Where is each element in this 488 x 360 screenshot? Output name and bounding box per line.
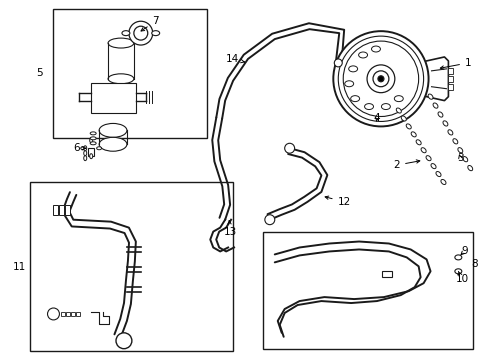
Ellipse shape (454, 269, 461, 274)
Text: 14: 14 (225, 54, 244, 64)
Text: 4: 4 (373, 113, 380, 123)
Ellipse shape (447, 130, 452, 135)
Ellipse shape (108, 74, 134, 84)
Ellipse shape (81, 147, 85, 150)
Bar (61, 312, 65, 316)
Ellipse shape (90, 142, 96, 145)
Ellipse shape (89, 154, 93, 159)
Ellipse shape (440, 179, 445, 185)
Ellipse shape (430, 163, 435, 168)
Ellipse shape (350, 96, 359, 102)
Ellipse shape (401, 116, 406, 121)
Text: 10: 10 (455, 271, 468, 284)
Bar (76, 312, 80, 316)
Ellipse shape (425, 156, 430, 161)
Ellipse shape (122, 31, 130, 36)
Ellipse shape (90, 137, 96, 140)
Ellipse shape (454, 255, 461, 260)
Text: 11: 11 (13, 262, 26, 272)
Text: 13: 13 (223, 221, 236, 237)
Ellipse shape (151, 31, 160, 36)
Ellipse shape (442, 121, 447, 126)
Text: 8: 8 (470, 259, 477, 269)
Ellipse shape (395, 108, 401, 113)
Ellipse shape (371, 46, 380, 52)
Text: 2: 2 (393, 160, 419, 170)
Ellipse shape (437, 112, 442, 117)
Ellipse shape (415, 140, 420, 145)
Bar (53, 205, 59, 215)
Text: 1: 1 (439, 58, 470, 69)
Bar (65, 205, 70, 215)
Ellipse shape (99, 123, 127, 137)
Bar (66, 312, 70, 316)
Text: 9: 9 (460, 247, 467, 256)
Circle shape (116, 333, 132, 349)
Ellipse shape (452, 139, 457, 144)
Ellipse shape (83, 146, 86, 151)
Ellipse shape (467, 166, 472, 171)
Bar (381, 271, 391, 277)
Circle shape (134, 26, 147, 40)
Ellipse shape (410, 132, 415, 137)
Ellipse shape (462, 157, 467, 162)
Bar (447, 76, 452, 82)
Ellipse shape (99, 137, 127, 151)
Circle shape (372, 71, 388, 87)
Bar (71, 312, 75, 316)
Circle shape (333, 31, 427, 126)
Ellipse shape (108, 38, 134, 48)
Circle shape (264, 215, 274, 225)
Bar (88, 148, 94, 156)
Ellipse shape (381, 104, 389, 109)
Circle shape (366, 65, 394, 93)
Ellipse shape (83, 156, 86, 161)
Bar (91, 83, 136, 113)
Text: 3: 3 (456, 153, 463, 163)
Ellipse shape (427, 94, 432, 99)
Bar (60, 205, 64, 215)
Ellipse shape (406, 124, 410, 129)
Ellipse shape (358, 52, 367, 58)
Circle shape (284, 143, 294, 153)
Ellipse shape (89, 138, 93, 143)
Circle shape (47, 308, 60, 320)
Circle shape (338, 36, 423, 121)
Ellipse shape (393, 96, 403, 102)
Bar (53, 9, 207, 138)
Ellipse shape (364, 104, 373, 109)
Text: 5: 5 (36, 68, 43, 78)
Circle shape (129, 21, 152, 45)
Text: 6: 6 (73, 143, 85, 153)
Ellipse shape (420, 148, 425, 153)
Ellipse shape (435, 171, 440, 176)
Bar (263, 231, 472, 349)
Ellipse shape (344, 81, 353, 87)
Ellipse shape (83, 151, 86, 156)
Ellipse shape (457, 148, 462, 153)
Text: 12: 12 (325, 196, 350, 207)
Ellipse shape (90, 132, 96, 135)
Circle shape (343, 41, 418, 117)
Text: 7: 7 (141, 16, 159, 31)
Ellipse shape (97, 147, 102, 150)
Ellipse shape (348, 66, 357, 72)
Circle shape (377, 76, 383, 82)
Bar (447, 68, 452, 74)
Bar (30, 182, 233, 351)
Bar (447, 84, 452, 90)
Ellipse shape (432, 103, 437, 108)
Circle shape (334, 59, 342, 67)
